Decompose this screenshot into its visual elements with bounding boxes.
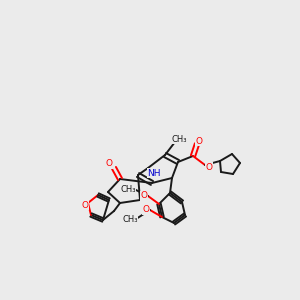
- Text: O: O: [106, 160, 112, 169]
- Text: NH: NH: [147, 169, 161, 178]
- Text: O: O: [196, 136, 202, 146]
- Text: O: O: [82, 200, 88, 209]
- Text: O: O: [206, 163, 212, 172]
- Text: CH₃: CH₃: [122, 214, 138, 224]
- Text: CH₃: CH₃: [120, 184, 136, 194]
- Text: CH₃: CH₃: [171, 134, 187, 143]
- Text: O: O: [140, 191, 148, 200]
- Text: O: O: [142, 206, 149, 214]
